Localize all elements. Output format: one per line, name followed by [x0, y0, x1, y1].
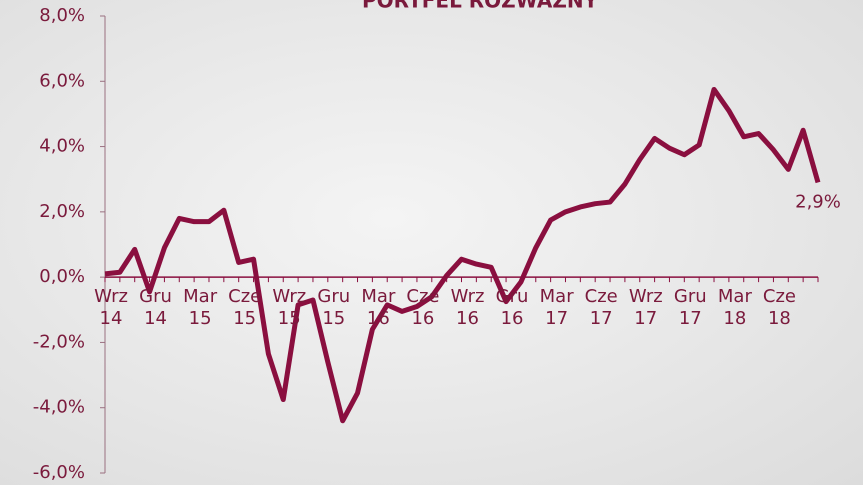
x-tick-label: Gru 17 [673, 286, 707, 330]
y-tick-label: 4,0% [39, 136, 85, 157]
y-tick-label: 2,0% [39, 201, 85, 222]
x-tick-label: Cze 15 [228, 286, 262, 330]
y-tick-label: -6,0% [33, 462, 85, 483]
data-line [104, 86, 821, 424]
x-tick-label: Wrz 16 [450, 286, 485, 330]
x-tick-label: Gru 15 [317, 286, 351, 330]
chart-title: PORTFEL ROZWAŻNY [362, 0, 599, 13]
x-tick-label: Gru 14 [139, 286, 172, 330]
y-tick-label: 0,0% [39, 266, 85, 287]
y-tick-label: -2,0% [33, 331, 85, 352]
x-tick-label: Wrz 15 [272, 286, 307, 330]
x-tick-label: Mar 18 [717, 286, 752, 330]
x-tick-label: Cze 18 [762, 286, 796, 330]
y-tick-label: -4,0% [33, 397, 85, 418]
x-tick-label: Gru 16 [495, 286, 529, 330]
data-label: 2,9% [795, 191, 841, 212]
y-tick-label: 6,0% [39, 70, 85, 91]
x-tick-label: Mar 17 [539, 286, 574, 330]
x-tick-label: Cze 16 [406, 286, 440, 330]
y-tick-label: 8,0% [39, 5, 85, 26]
x-tick-label: Mar 15 [183, 286, 218, 330]
x-tick-label: Mar 16 [361, 286, 396, 330]
x-tick-label: Wrz 17 [628, 286, 663, 330]
x-tick-label: Cze 17 [584, 286, 618, 330]
x-tick-label: Wrz 14 [94, 286, 128, 330]
